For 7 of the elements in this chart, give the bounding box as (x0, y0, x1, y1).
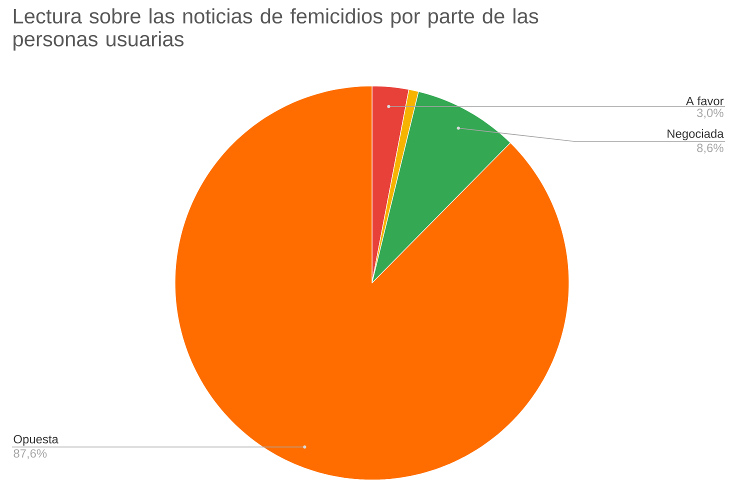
data-label: 87,6% (14, 449, 47, 460)
slice-label: Opuesta (14, 434, 58, 446)
data-label: 3,0% (697, 108, 724, 119)
slice-label: Negociada (668, 129, 724, 140)
data-label: 8,6% (697, 144, 724, 154)
chart-title: Lectura sobre las noticias de femicidios por parte de las personas usuarias (14, 8, 538, 51)
slice-label: A favor (686, 96, 724, 106)
